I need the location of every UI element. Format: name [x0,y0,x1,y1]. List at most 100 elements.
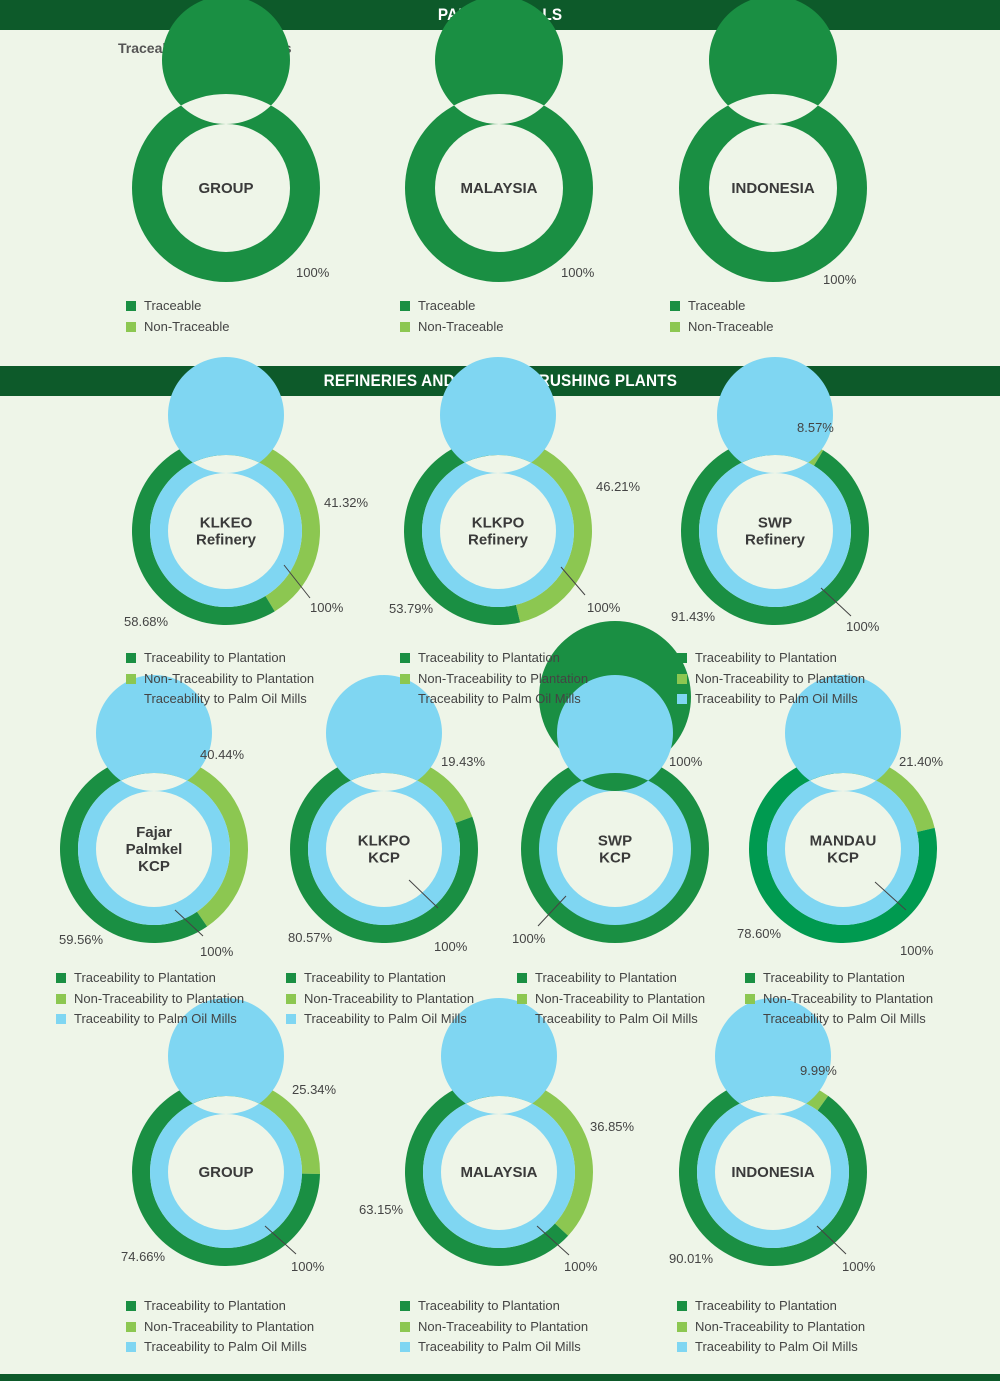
donut-center [441,1114,557,1230]
leader-line [536,1225,570,1256]
legend-label: Traceability to Plantation [418,650,560,665]
legend-item: Traceability to Palm Oil Mills [56,1010,244,1031]
chart-legend: Traceability to Plantation Non-Traceabili… [286,969,474,1031]
donut-chart: SWP KCP 100% 100% [512,621,709,946]
legend-item: Traceability to Plantation [517,969,705,990]
donut-title: GROUP [198,1164,253,1181]
donut-title-line: Refinery [468,532,529,549]
value-label-non-traceable: 36.85% [590,1119,635,1134]
donut-title-line: INDONESIA [731,1164,815,1181]
legend-label: Non-Traceability to Plantation [695,1318,866,1334]
legend-item: Traceability to Palm Oil Mills [400,1338,588,1359]
leader-line [264,1225,297,1255]
donut-title-line: KLKPO [358,833,411,850]
value-label-traceable: 91.43% [671,609,716,624]
value-label-non-traceable: 19.43% [441,754,486,769]
legend-swatch [56,973,66,983]
legend-swatch [400,301,410,311]
legend-item: Traceability to Plantation [126,1297,314,1318]
legend-swatch [286,973,296,983]
donut-title: MANDAU KCP [810,833,877,867]
legend-swatch [677,1321,687,1332]
legend-label: Traceability to Palm Oil Mills [535,1011,698,1026]
legend-swatch [517,973,527,983]
value-label-traceable: 100% [561,265,595,280]
leader-line [874,881,907,911]
donut-title-line: Fajar [136,824,172,841]
legend-swatch [677,1301,687,1311]
donut-center [709,124,837,252]
value-label-traceable: 53.79% [389,601,434,616]
donut-chart: INDONESIA 90.01% 9.99% 100% [669,998,876,1274]
donut-center [96,791,212,907]
leader-line [820,587,852,617]
legend-item: Traceability to Plantation [126,649,314,670]
legend-label: Traceability to Palm Oil Mills [695,691,858,706]
donut-title-line: KCP [138,858,170,875]
donut-center [168,473,284,589]
legend-label: Traceability to Plantation [144,1298,286,1313]
legend-swatch [400,321,410,332]
donut-title: KLKPO Refinery [468,515,529,549]
donut-center [440,473,556,589]
legend-item: Traceability to Palm Oil Mills [517,1010,705,1031]
value-label-non-traceable: 41.32% [324,495,369,510]
legend-item: Non-Traceability to Plantation [745,990,933,1011]
value-label-palm-oil-mills: 100% [587,600,621,615]
leader-line [816,1225,847,1255]
legend-label: Non-Traceability to Plantation [763,990,934,1006]
legend-label: Non-Traceability to Plantation [304,990,475,1006]
legend-swatch [400,694,410,704]
legend-label: Traceability to Palm Oil Mills [144,691,307,706]
donut-chart: MALAYSIA 63.15% 36.85% 100% [359,998,635,1274]
donut-center [162,124,290,252]
leader-line [537,895,567,927]
donut-chart: KLKPO KCP 80.57% 19.43% 100% [288,675,486,954]
value-label-traceable: 100% [296,265,330,280]
legend-swatch [56,993,66,1004]
legend-label: Non-Traceability to Plantation [144,1318,315,1334]
value-label-non-traceable: 8.57% [797,420,834,435]
legend-label: Non-Traceability to Plantation [144,670,315,686]
chart-legend: Traceable Non-Traceable [670,297,774,338]
legend-item: Traceability to Palm Oil Mills [745,1010,933,1031]
value-label-palm-oil-mills: 100% [291,1259,325,1274]
value-label-traceable: 58.68% [124,614,169,629]
legend-label: Non-Traceability to Plantation [418,1318,589,1334]
value-label-palm-oil-mills: 100% [200,944,234,959]
legend-swatch [126,1321,136,1332]
legend-item: Traceable [670,297,774,318]
legend-item: Traceability to Plantation [400,649,588,670]
donut-title-line: Palmkel [126,841,183,858]
donut-center [557,791,673,907]
value-label-non-traceable: 25.34% [292,1082,337,1097]
donut-title: INDONESIA [731,1164,815,1181]
legend-label: Non-Traceability to Plantation [74,990,245,1006]
donut-center [717,473,833,589]
legend-label: Traceability to Palm Oil Mills [418,691,581,706]
value-label-palm-oil-mills: 100% [900,943,934,958]
donut-title-line: KLKPO [472,515,525,532]
legend-label: Traceable [144,298,202,313]
donut-title: KLKPO KCP [358,833,411,867]
legend-item: Traceable [126,297,230,318]
donut-center [715,1114,831,1230]
value-label-palm-oil-mills: 100% [842,1259,876,1274]
donut-chart: INDONESIA 100% [679,0,867,287]
chart-legend: Traceability to Plantation Non-Traceabili… [677,649,865,711]
donut-title: Fajar Palmkel KCP [126,824,183,875]
legend-label: Traceability to Palm Oil Mills [144,1339,307,1354]
donut-segment-traceable [405,1077,569,1266]
legend-label: Traceable [688,298,746,313]
leader-line [283,564,311,599]
donut-title-line: MANDAU [810,833,877,850]
legend-swatch [286,1014,296,1024]
donut-segment-non-traceable [226,437,320,612]
legend-swatch [400,653,410,663]
chart-legend: Traceability to Plantation Non-Traceabili… [126,649,314,711]
legend-swatch [745,993,755,1004]
legend-swatch [517,993,527,1004]
value-label-traceable: 80.57% [288,930,333,945]
donut-chart: SWP Refinery 91.43% 8.57% 100% [671,357,880,634]
legend-swatch [400,673,410,684]
